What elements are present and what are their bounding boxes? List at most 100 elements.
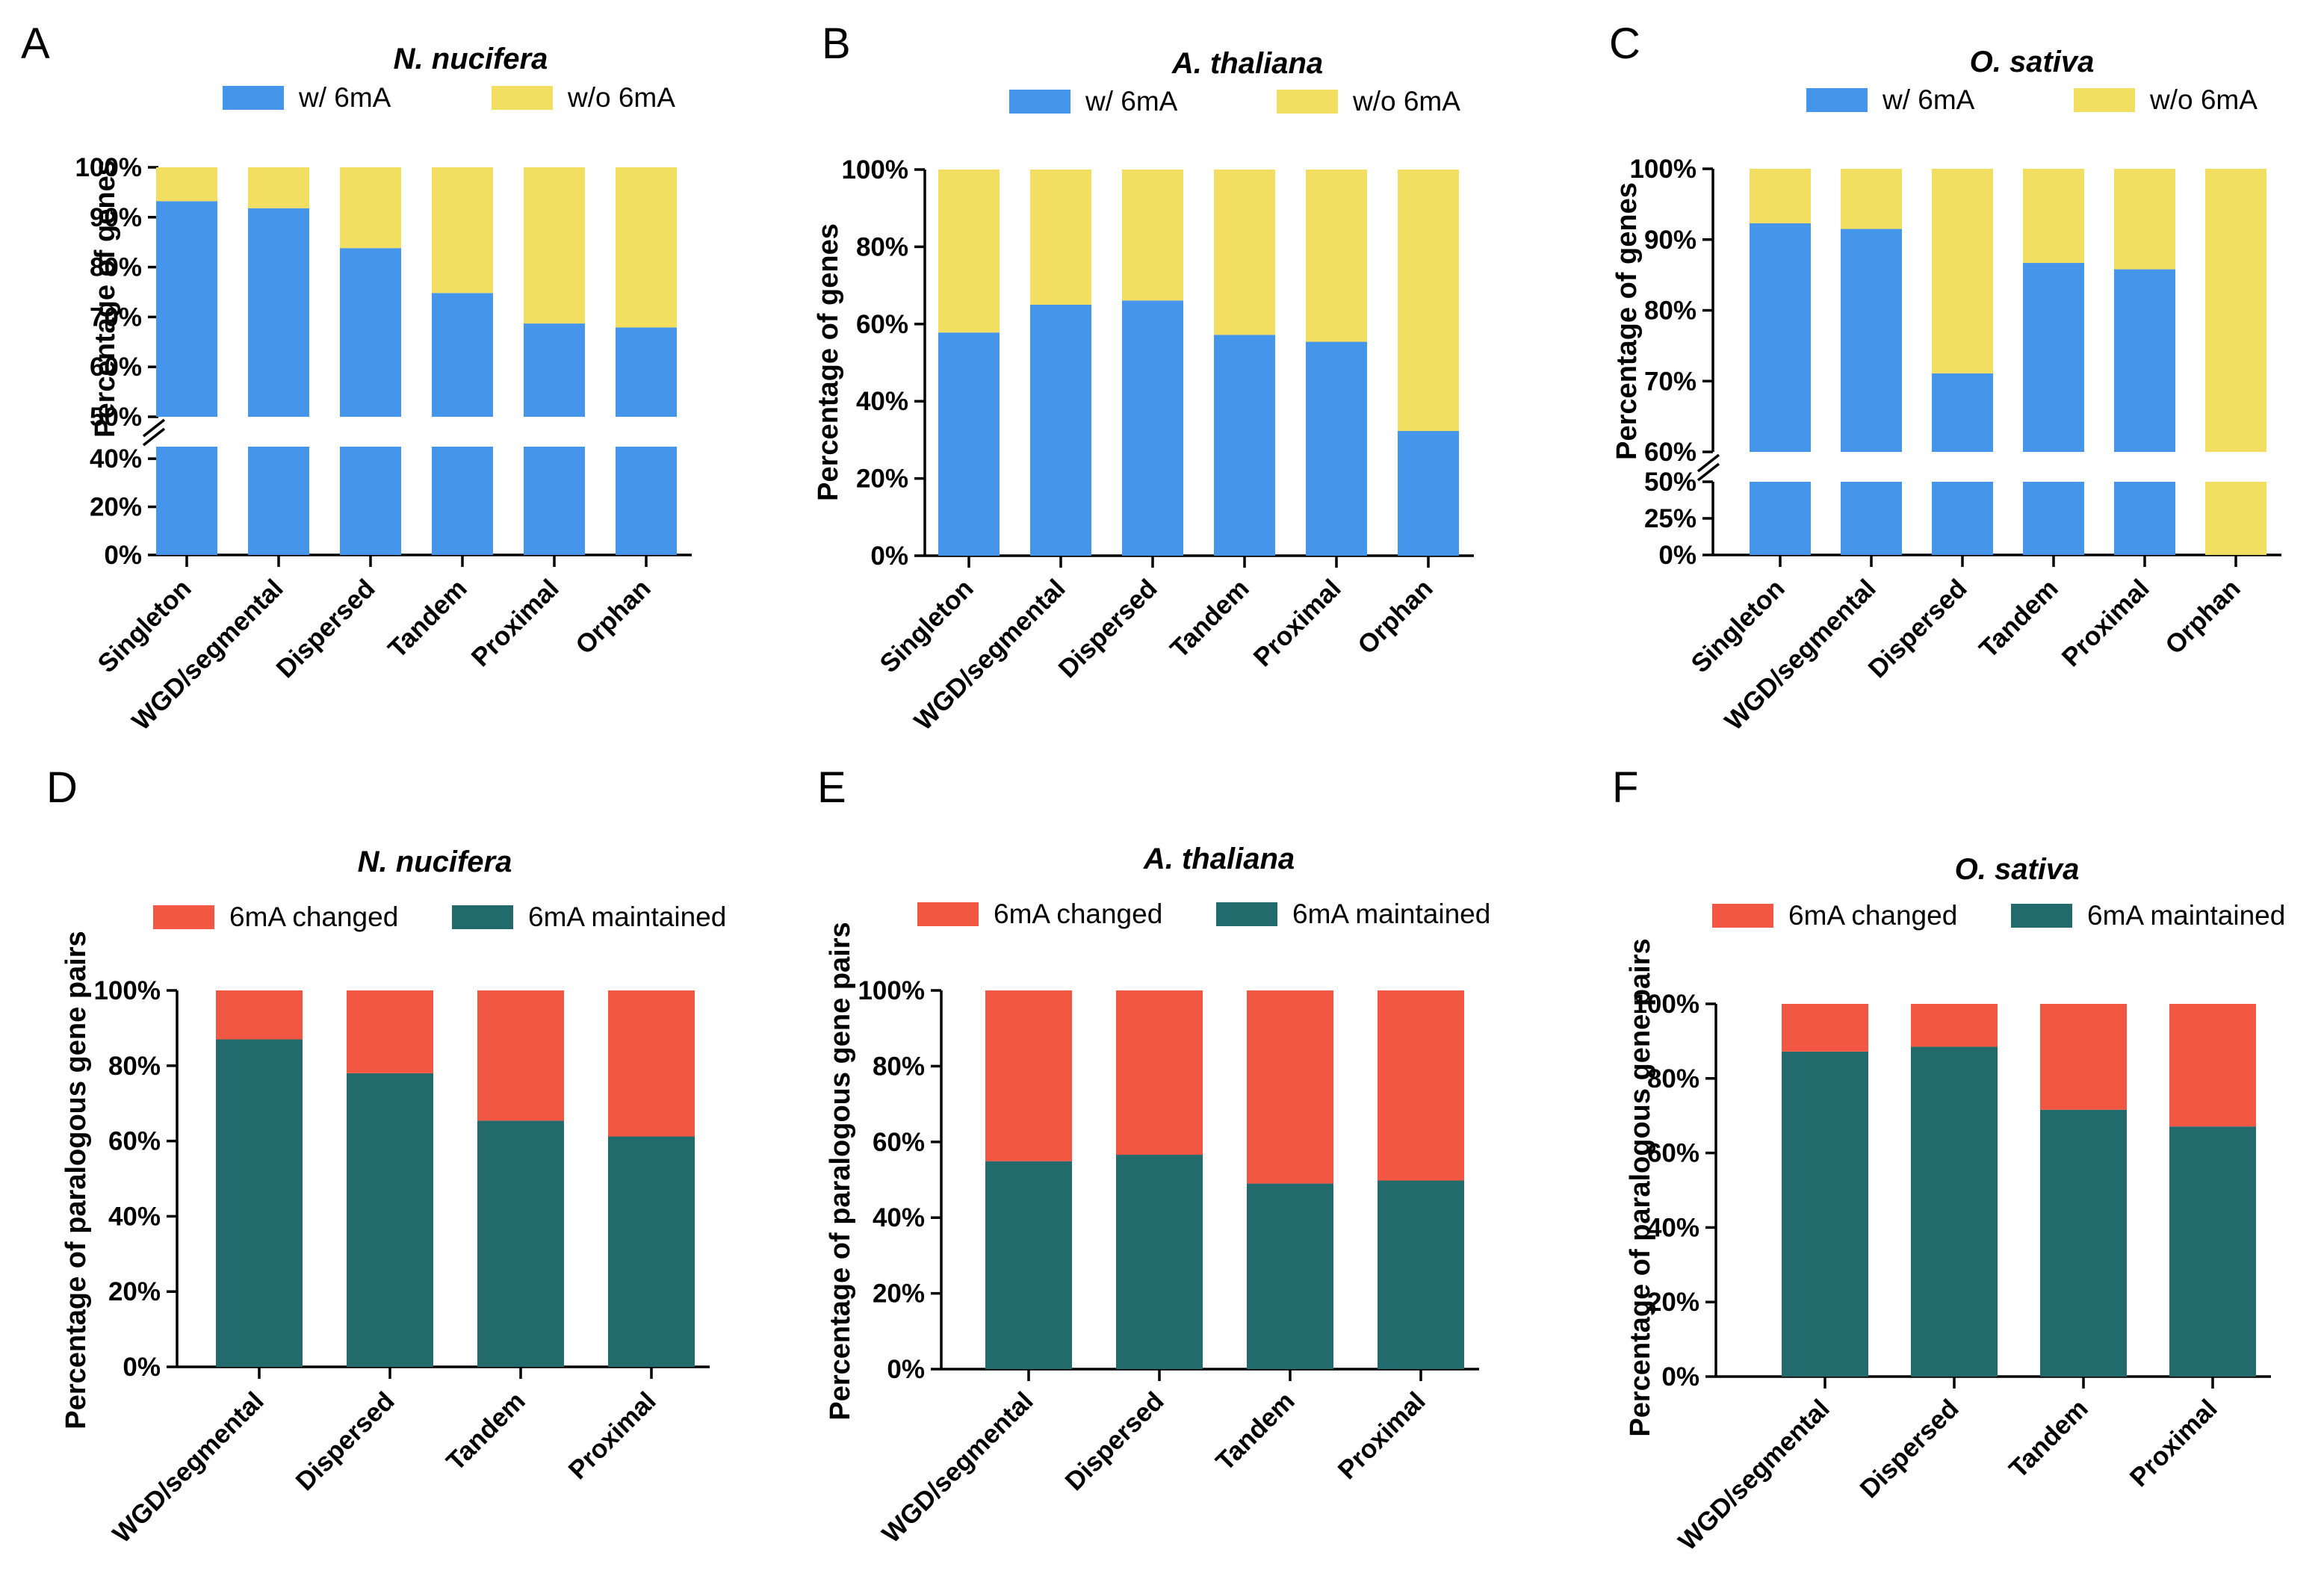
x-tick-label: Proximal [2125,1394,2223,1492]
panel-e: E A. thaliana 6mA changed 6mA maintained Per… [817,763,1490,1548]
y-tick-label: 100% [841,155,908,184]
bar-w-o-6ma [432,167,493,294]
legend-swatch [917,902,979,926]
legend-label: 6mA maintained [1292,899,1490,929]
bar-6ma-changed [1247,990,1333,1184]
bar-6ma-maintained [608,1136,695,1367]
bar-w-6ma [938,332,1000,556]
bar-6ma-changed [1911,1004,1998,1047]
x-tick-label: Tandem [1974,574,2064,664]
panel-f: F O. sativa 6mA changed 6mA maintained Perce… [1612,763,2285,1556]
bar-w-6ma [1750,223,1811,452]
chart-title: O. sativa [1955,853,2080,886]
y-tick-label: 100% [1632,990,1699,1019]
y-tick-label: 20% [856,465,908,494]
bar-w-6ma [340,447,401,555]
legend-swatch [1009,90,1070,114]
bar-w-6ma [2114,269,2175,452]
y-tick-label: 0% [870,542,908,571]
bar-w-6ma [524,447,585,555]
y-tick-label: 80% [1644,297,1696,326]
bar-w-6ma [1306,341,1367,556]
x-tick-label: Orphan [1352,574,1439,660]
y-axis-label: Percentage of paralogous gene pairs [61,931,92,1429]
bar-6ma-maintained [1911,1046,1998,1377]
x-tick-label: Proximal [563,1386,662,1485]
panel-letter: B [822,19,851,68]
y-tick-label: 80% [1647,1064,1699,1093]
axis-break-mark [1696,453,1720,473]
chart-title: N. nucifera [394,43,548,75]
bar-w-6ma [1122,300,1183,556]
bar-w-6ma [1932,482,1993,555]
y-tick-label: 40% [873,1203,925,1232]
bar-6ma-maintained [216,1039,303,1367]
x-tick-label: WGD/segmental [876,1386,1038,1548]
panel-letter: E [817,763,846,812]
x-tick-label: Orphan [570,574,657,660]
y-tick-label: 40% [856,387,908,416]
bar-6ma-maintained [2040,1109,2127,1377]
y-tick-label: 0% [104,541,142,570]
bar-6ma-changed [347,990,433,1073]
bar-w-o-6ma [1750,169,1811,223]
y-tick-label: 20% [1647,1288,1699,1317]
bar-w-6ma [524,323,585,417]
bar-w-o-6ma [524,167,585,324]
y-axis-label: Percentage of paralogous gene pairs [825,922,856,1420]
y-tick-label: 20% [90,493,142,522]
bar-6ma-maintained [2169,1126,2256,1377]
bar-w-6ma [2023,482,2084,555]
panel-d: D N. nucifera 6mA changed 6mA maintained Per… [46,763,726,1548]
y-tick-label: 50% [1644,468,1696,497]
bar-w-o-6ma [938,170,1000,333]
bar-w-6ma [1750,482,1811,555]
y-tick-label: 60% [856,310,908,339]
bar-w-6ma [2114,482,2175,555]
chart-title: A. thaliana [1143,843,1295,875]
legend-swatch [452,905,513,929]
y-tick-label: 60% [108,1127,161,1156]
x-tick-label: Tandem [2004,1394,2094,1484]
x-tick-label: Proximal [466,574,565,672]
bar-6ma-maintained [985,1161,1072,1369]
bar-w-6ma [1841,482,1902,555]
bar-w-o-6ma [156,167,217,202]
legend-label: w/o 6mA [2149,84,2258,115]
legend-swatch [2011,904,2072,928]
legend-label: 6mA maintained [528,902,726,932]
bar-6ma-maintained [1378,1180,1464,1369]
bar-w-o-6ma [1932,169,1993,373]
legend-label: 6mA changed [1788,900,1957,931]
bar-w-o-6ma [248,167,309,208]
y-tick-label: 40% [1647,1213,1699,1242]
legend-swatch [223,86,284,110]
y-tick-label: 80% [856,232,908,261]
chart-title: A. thaliana [1171,47,1323,80]
legend-label: w/o 6mA [1352,86,1460,117]
legend-swatch [492,86,553,110]
panel-c: C O. sativa w/ 6mA w/o 6mA Percentage of gen… [1609,19,2281,736]
x-tick-label: WGD/segmental [1719,574,1881,736]
bar-w-6ma [2023,263,2084,452]
y-axis-label: Percentage of genes [813,223,844,501]
bar-6ma-maintained [477,1120,564,1367]
x-tick-label: Dispersed [290,1386,400,1496]
x-tick-label: WGD/segmental [908,574,1070,736]
bar-w-6ma [1214,335,1275,556]
legend-label: 6mA changed [994,899,1162,929]
bar-w-6ma [340,248,401,417]
axis-break-mark [142,418,166,438]
x-tick-label: WGD/segmental [1673,1394,1835,1556]
bar-6ma-changed [216,990,303,1040]
legend-label: w/o 6mA [567,82,675,113]
legend-swatch [1277,90,1338,114]
legend-swatch [1712,904,1773,928]
legend-swatch [2074,88,2135,112]
bar-w-6ma [1932,373,1993,452]
bar-w-6ma [156,201,217,417]
y-tick-label: 25% [1644,504,1696,533]
bar-w-o-6ma [2205,169,2266,452]
bar-w-o-6ma [1030,170,1091,305]
